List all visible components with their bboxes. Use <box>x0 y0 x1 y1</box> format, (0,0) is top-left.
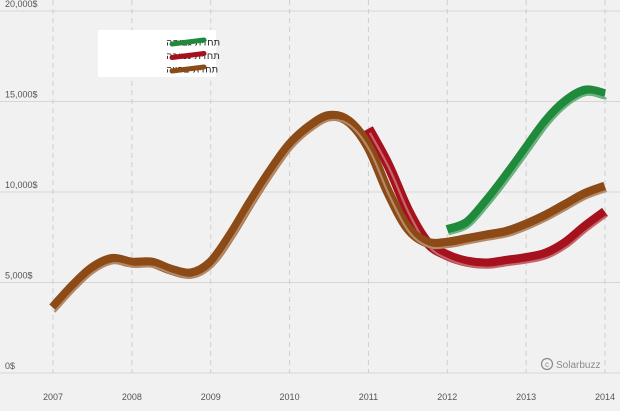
legend: תחזית גבוהה תחזית נמוכה תחזית צפויה <box>98 30 220 77</box>
series-ribbon <box>445 85 607 235</box>
y-tick-label: 10,000$ <box>5 180 38 190</box>
x-tick-label: 2008 <box>122 392 142 402</box>
legend-swatch <box>169 51 207 60</box>
y-tick-label: 0$ <box>5 361 15 371</box>
y-tick-label: 5,000$ <box>5 271 33 281</box>
series-low-forecast <box>364 126 608 269</box>
legend-item: תחזית נמוכה <box>166 51 220 62</box>
credit-text: Solarbuzz <box>556 360 600 371</box>
grid <box>0 0 620 374</box>
y-tick-label: 15,000$ <box>5 90 38 100</box>
series-ribbon-edge <box>53 118 607 313</box>
series-expected-forecast <box>49 110 607 313</box>
legend-item: תחזית גבוהה <box>166 37 220 49</box>
svg-text:c: c <box>545 360 549 369</box>
series-high-forecast <box>445 85 607 236</box>
y-axis-tick-labels: 0$ 5,000$ 10,000$ 15,000$ 20,000$ <box>5 0 38 371</box>
series-ribbon-edge <box>448 93 607 236</box>
legend-item: תחזית צפויה <box>166 64 218 76</box>
copyright-icon: c <box>540 357 554 371</box>
x-tick-label: 2013 <box>516 392 536 402</box>
x-tick-label: 2014 <box>595 392 615 402</box>
x-axis-tick-labels: 2007 2008 2009 2010 2011 2012 2013 2014 <box>43 392 615 402</box>
series-ribbon <box>49 110 607 312</box>
x-tick-label: 2012 <box>437 392 457 402</box>
legend-swatch <box>169 64 207 74</box>
credit: c Solarbuzz <box>540 357 600 371</box>
series-ribbon-edge <box>368 132 608 269</box>
y-tick-label: 20,000$ <box>5 0 38 9</box>
x-tick-label: 2007 <box>43 392 63 402</box>
legend-swatch <box>169 37 207 47</box>
x-tick-label: 2009 <box>201 392 221 402</box>
x-tick-label: 2011 <box>359 392 378 402</box>
series-ribbons <box>49 85 608 313</box>
x-tick-label: 2010 <box>280 392 300 402</box>
